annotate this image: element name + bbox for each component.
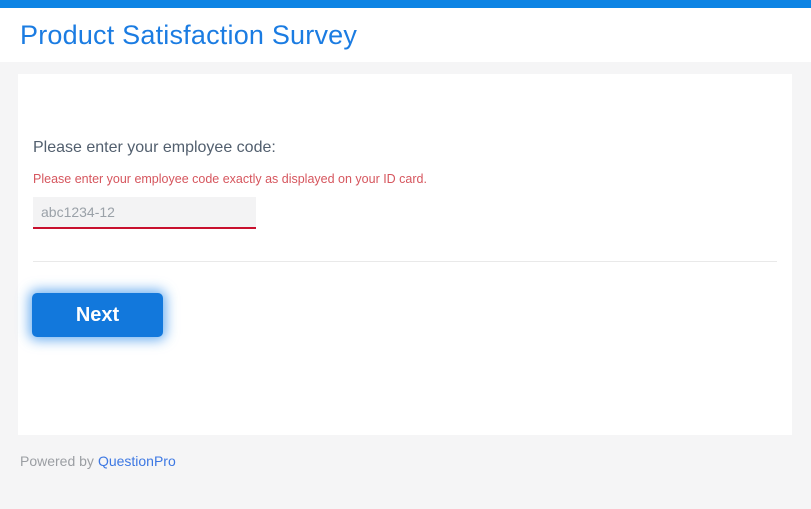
survey-title: Product Satisfaction Survey [20, 20, 358, 50]
powered-by-text: Powered by [20, 453, 94, 469]
question-label: Please enter your employee code: [33, 139, 276, 156]
survey-card: Please enter your employee code: Please … [18, 74, 792, 435]
questionpro-link[interactable]: QuestionPro [97, 453, 176, 469]
footer: Powered by QuestionPro [0, 435, 811, 469]
header: Product Satisfaction Survey [0, 8, 811, 62]
top-accent-bar [0, 0, 811, 8]
section-divider [33, 261, 777, 262]
next-button[interactable]: Next [32, 293, 163, 337]
employee-code-input[interactable] [33, 197, 256, 229]
question-helper-text: Please enter your employee code exactly … [33, 172, 427, 186]
